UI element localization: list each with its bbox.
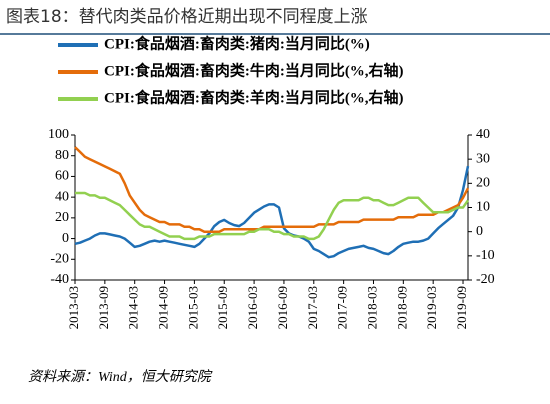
legend-label: CPI:食品烟酒:畜肉类:牛肉:当月同比(%,右轴) <box>104 61 404 79</box>
y-tick-label: 60 <box>55 169 69 184</box>
x-tick-label: 2014-03 <box>126 286 141 329</box>
y2-tick-label: -10 <box>476 248 495 263</box>
y-tick-label: 0 <box>62 231 69 246</box>
x-tick-label: 2014-09 <box>156 286 171 329</box>
legend-label: CPI:食品烟酒:畜肉类:猪肉:当月同比(%) <box>104 34 370 52</box>
legend-label: CPI:食品烟酒:畜肉类:羊肉:当月同比(%,右轴) <box>104 88 404 106</box>
x-tick-label: 2017-03 <box>305 286 320 329</box>
y2-tick-label: 30 <box>476 151 490 166</box>
x-tick-label: 2018-09 <box>394 286 409 329</box>
x-tick-label: 2018-03 <box>364 286 379 329</box>
x-tick-label: 2015-03 <box>185 286 200 329</box>
y2-tick-label: 40 <box>476 127 490 142</box>
x-tick-label: 2019-03 <box>424 286 439 329</box>
y2-tick-label: 0 <box>476 224 483 239</box>
series-line <box>75 191 470 241</box>
y-tick-label: 100 <box>48 127 69 142</box>
x-tick-label: 2017-09 <box>335 286 350 329</box>
x-tick-label: 2013-09 <box>96 286 111 329</box>
y2-tick-label: 10 <box>476 200 490 215</box>
x-tick-label: 2016-09 <box>275 286 290 329</box>
x-tick-label: 2019-09 <box>454 286 469 329</box>
series-line <box>74 165 470 259</box>
y-tick-label: 40 <box>55 189 69 204</box>
x-tick-label: 2016-03 <box>245 286 260 329</box>
y-tick-label: 20 <box>55 210 69 225</box>
x-tick-label: 2013-03 <box>66 286 81 329</box>
x-tick-label: 2015-09 <box>215 286 230 329</box>
y-tick-label: -40 <box>50 272 69 287</box>
series-line <box>74 146 470 233</box>
y2-tick-label: -20 <box>476 272 495 287</box>
y-tick-label: 80 <box>55 148 69 163</box>
chart-title: 图表18：替代肉类品价格近期出现不同程度上涨 <box>6 7 368 27</box>
source: 资料来源：Wind，恒大研究院 <box>28 369 213 385</box>
y2-tick-label: 20 <box>476 176 490 191</box>
y-tick-label: -20 <box>50 252 69 267</box>
